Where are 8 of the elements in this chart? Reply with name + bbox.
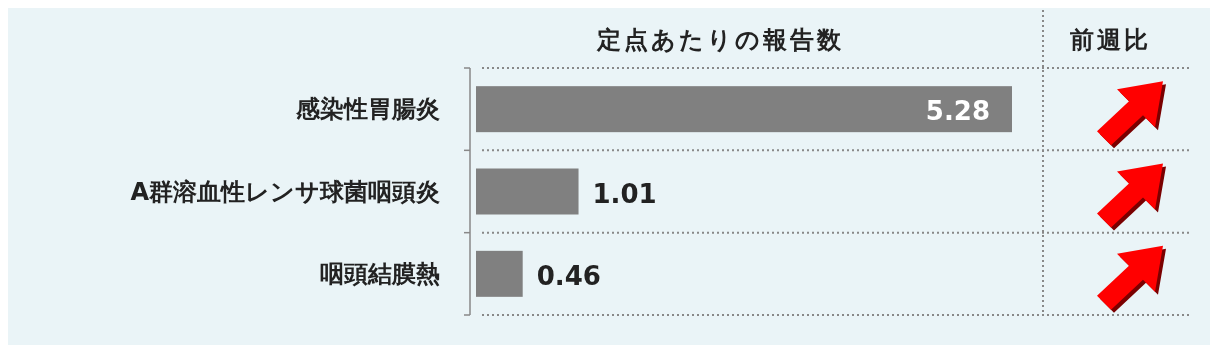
data-label: 1.01 [592, 178, 657, 209]
text: 前週比 [1068, 26, 1151, 54]
y-tick-label: 咽頭結膜熱 [320, 259, 440, 288]
data-label: 5.28 [925, 96, 990, 127]
y-tick-label: 感染性胃腸炎 [295, 95, 440, 124]
data-label: 0.46 [536, 260, 601, 291]
chart-title: 定点あたりの報告数 [595, 26, 844, 54]
y-tick-label: A群溶血性レンサ球菌咽頭炎 [130, 177, 440, 206]
